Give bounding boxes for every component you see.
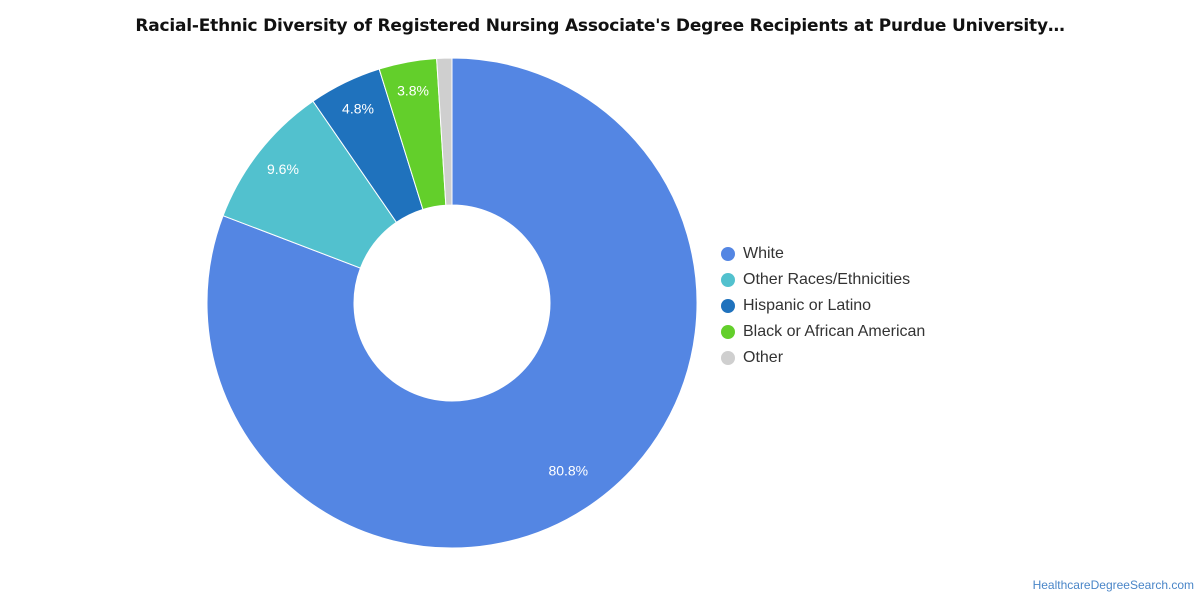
legend-label: Other	[743, 349, 784, 366]
legend-swatch	[721, 273, 735, 287]
legend-item-hispanic-or-latino[interactable]: Hispanic or Latino	[721, 293, 925, 319]
legend-swatch	[721, 351, 735, 365]
donut-slices	[206, 57, 698, 549]
chart-title: Racial-Ethnic Diversity of Registered Nu…	[135, 16, 1065, 36]
slice-label-white: 80.8%	[548, 463, 588, 479]
slice-labels: 80.8% 9.6% 4.8% 3.8%	[267, 82, 588, 478]
slice-white[interactable]	[206, 57, 698, 549]
slice-label-other-races-ethnicities: 9.6%	[267, 161, 299, 177]
legend-swatch	[721, 299, 735, 313]
legend-item-black-or-african-american[interactable]: Black or African American	[721, 319, 925, 345]
legend-label: White	[743, 245, 784, 262]
legend-label: Black or African American	[743, 323, 926, 340]
slice-other[interactable]	[436, 57, 453, 206]
slice-label-hispanic-or-latino: 4.8%	[342, 100, 374, 116]
source-credit[interactable]: HealthcareDegreeSearch.com	[1032, 578, 1194, 592]
legend-swatch	[721, 325, 735, 339]
legend-label: Other Races/Ethnicities	[743, 271, 911, 288]
legend-item-other-races-ethnicities[interactable]: Other Races/Ethnicities	[721, 267, 925, 293]
slice-label-black-or-african-american: 3.8%	[397, 82, 429, 98]
legend-label: Hispanic or Latino	[743, 297, 872, 314]
legend-swatch	[721, 247, 735, 261]
legend-item-other[interactable]: Other	[721, 345, 925, 371]
legend: White Other Races/Ethnicities Hispanic or …	[721, 241, 925, 371]
legend-item-white[interactable]: White	[721, 241, 925, 267]
